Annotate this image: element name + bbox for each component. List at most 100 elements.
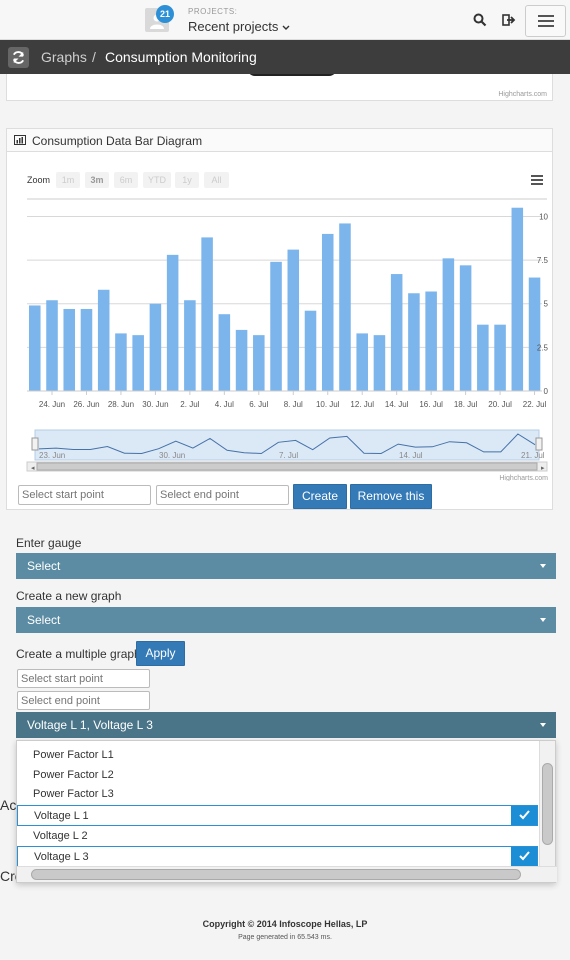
bar xyxy=(373,335,386,391)
bar xyxy=(425,291,437,391)
chart-start-input[interactable] xyxy=(18,485,151,505)
bar xyxy=(80,308,93,391)
menu-button[interactable] xyxy=(525,5,566,37)
x-tick-label: 12. Jul xyxy=(350,400,374,409)
bar xyxy=(149,303,162,391)
horizontal-scrollbar[interactable] xyxy=(17,866,557,882)
zoom-6m-button[interactable]: 6m xyxy=(114,172,138,188)
chart-context-menu[interactable] xyxy=(531,175,543,187)
scrollbar-thumb[interactable] xyxy=(542,763,553,845)
y-tick-label: 7.5 xyxy=(537,256,549,265)
new-graph-select[interactable]: Select xyxy=(16,607,556,633)
notification-badge[interactable]: 21 xyxy=(156,5,174,23)
x-tick-label: 20. Jul xyxy=(488,400,512,409)
option-power-factor-l2[interactable]: Power Factor L2 xyxy=(33,769,114,781)
hamburger-icon xyxy=(531,175,543,177)
y-tick-label: 0 xyxy=(544,387,549,396)
breadcrumb-separator: / xyxy=(92,49,96,65)
x-tick-label: 4. Jul xyxy=(215,400,234,409)
zoom-ytd-button[interactable]: YTD xyxy=(143,172,171,188)
caret-down-icon xyxy=(540,564,546,568)
gauge-arc xyxy=(247,68,337,76)
bar xyxy=(46,300,58,391)
x-tick-label: 28. Jun xyxy=(108,400,134,409)
bar xyxy=(494,324,506,391)
x-tick-label: 16. Jul xyxy=(419,400,443,409)
x-tick-label: 6. Jul xyxy=(249,400,268,409)
scrollbar-thumb[interactable] xyxy=(31,869,521,880)
bar xyxy=(235,329,248,391)
multi-select[interactable]: Voltage L 1, Voltage L 3 xyxy=(16,712,556,738)
recent-projects-dropdown[interactable]: Recent projects xyxy=(188,19,290,34)
breadcrumb-graphs-link[interactable]: Graphs xyxy=(41,49,87,65)
zoom-label: Zoom xyxy=(27,175,51,185)
bar xyxy=(184,300,196,391)
chart-end-input[interactable] xyxy=(156,485,289,505)
bar xyxy=(511,207,524,391)
previous-chart-panel: Highcharts.com xyxy=(6,70,553,101)
caret-down-icon xyxy=(540,723,546,727)
x-tick-label: 8. Jul xyxy=(284,400,303,409)
gauge-select-value: Select xyxy=(27,559,61,573)
option-voltage-l1[interactable]: Voltage L 1 xyxy=(17,805,538,826)
caret-down-icon xyxy=(540,618,546,622)
multi-start-input[interactable] xyxy=(17,669,150,688)
breadcrumb-current: Consumption Monitoring xyxy=(105,49,257,65)
chevron-down-icon xyxy=(282,25,290,30)
multi-select-options: Power Factor L1 Power Factor L2 Power Fa… xyxy=(16,740,557,883)
bar xyxy=(115,333,127,391)
refresh-button[interactable] xyxy=(8,47,29,68)
new-graph-label: Create a new graph xyxy=(16,589,122,603)
remove-this-button[interactable]: Remove this xyxy=(350,484,432,509)
apply-button[interactable]: Apply xyxy=(136,641,185,666)
footer-generated: Page generated in 65.543 ms. xyxy=(238,934,332,941)
option-voltage-l2[interactable]: Voltage L 2 xyxy=(33,830,88,842)
zoom-all-button[interactable]: All xyxy=(204,172,229,188)
navigator-series xyxy=(38,433,536,455)
bar xyxy=(442,258,455,391)
bar xyxy=(459,265,472,391)
search-icon[interactable] xyxy=(473,13,487,30)
x-tick-label: 18. Jul xyxy=(454,400,478,409)
y-tick-label: 10 xyxy=(539,212,548,221)
navigator-label: 7. Jul xyxy=(279,451,298,460)
option-power-factor-l3[interactable]: Power Factor L3 xyxy=(33,788,114,800)
option-voltage-l3[interactable]: Voltage L 3 xyxy=(17,846,538,867)
multi-select-value: Voltage L 1, Voltage L 3 xyxy=(27,718,153,732)
recent-projects-label: Recent projects xyxy=(188,19,279,34)
navigator-label: 30. Jun xyxy=(159,451,185,460)
bar xyxy=(356,333,368,391)
multi-end-input[interactable] xyxy=(17,691,150,710)
breadcrumb: Graphs / Consumption Monitoring xyxy=(0,40,570,74)
logout-icon[interactable] xyxy=(502,13,516,30)
y-tick-label: 2.5 xyxy=(537,343,549,352)
highcharts-credits[interactable]: Highcharts.com xyxy=(498,91,547,98)
bar xyxy=(287,249,300,391)
zoom-3m-button[interactable]: 3m xyxy=(85,172,109,188)
panel-title: Consumption Data Bar Diagram xyxy=(32,134,203,148)
create-button[interactable]: Create xyxy=(293,484,347,509)
bar xyxy=(321,233,334,391)
bar-chart: 0 2.5 5 7.5 10 24. Jun 26. Jun 28. Jun 30. Jun 2… xyxy=(26,198,549,481)
x-tick-label: 10. Jul xyxy=(316,400,340,409)
bar xyxy=(218,314,231,391)
obscured-text: Ac xyxy=(0,797,17,813)
bar xyxy=(166,254,179,391)
enter-gauge-label: Enter gauge xyxy=(16,536,82,550)
y-tick-label: 5 xyxy=(544,300,549,309)
navigator-label: 21. Jul xyxy=(521,451,545,460)
x-tick-label: 30. Jun xyxy=(142,400,168,409)
zoom-1m-button[interactable]: 1m xyxy=(56,172,80,188)
bar xyxy=(304,310,317,391)
gauge-select[interactable]: Select xyxy=(16,553,556,579)
bar xyxy=(63,308,76,391)
top-bar: 21 PROJECTS: Recent projects xyxy=(0,0,570,40)
bar xyxy=(339,223,351,391)
x-tick-label: 14. Jul xyxy=(385,400,409,409)
option-power-factor-l1[interactable]: Power Factor L1 xyxy=(33,749,114,761)
navigator-scrollbar-thumb xyxy=(36,462,538,471)
zoom-1y-button[interactable]: 1y xyxy=(175,172,199,188)
hamburger-icon xyxy=(538,15,554,17)
scroll-right-icon: ▸ xyxy=(541,464,545,472)
vertical-scrollbar[interactable] xyxy=(539,741,555,867)
